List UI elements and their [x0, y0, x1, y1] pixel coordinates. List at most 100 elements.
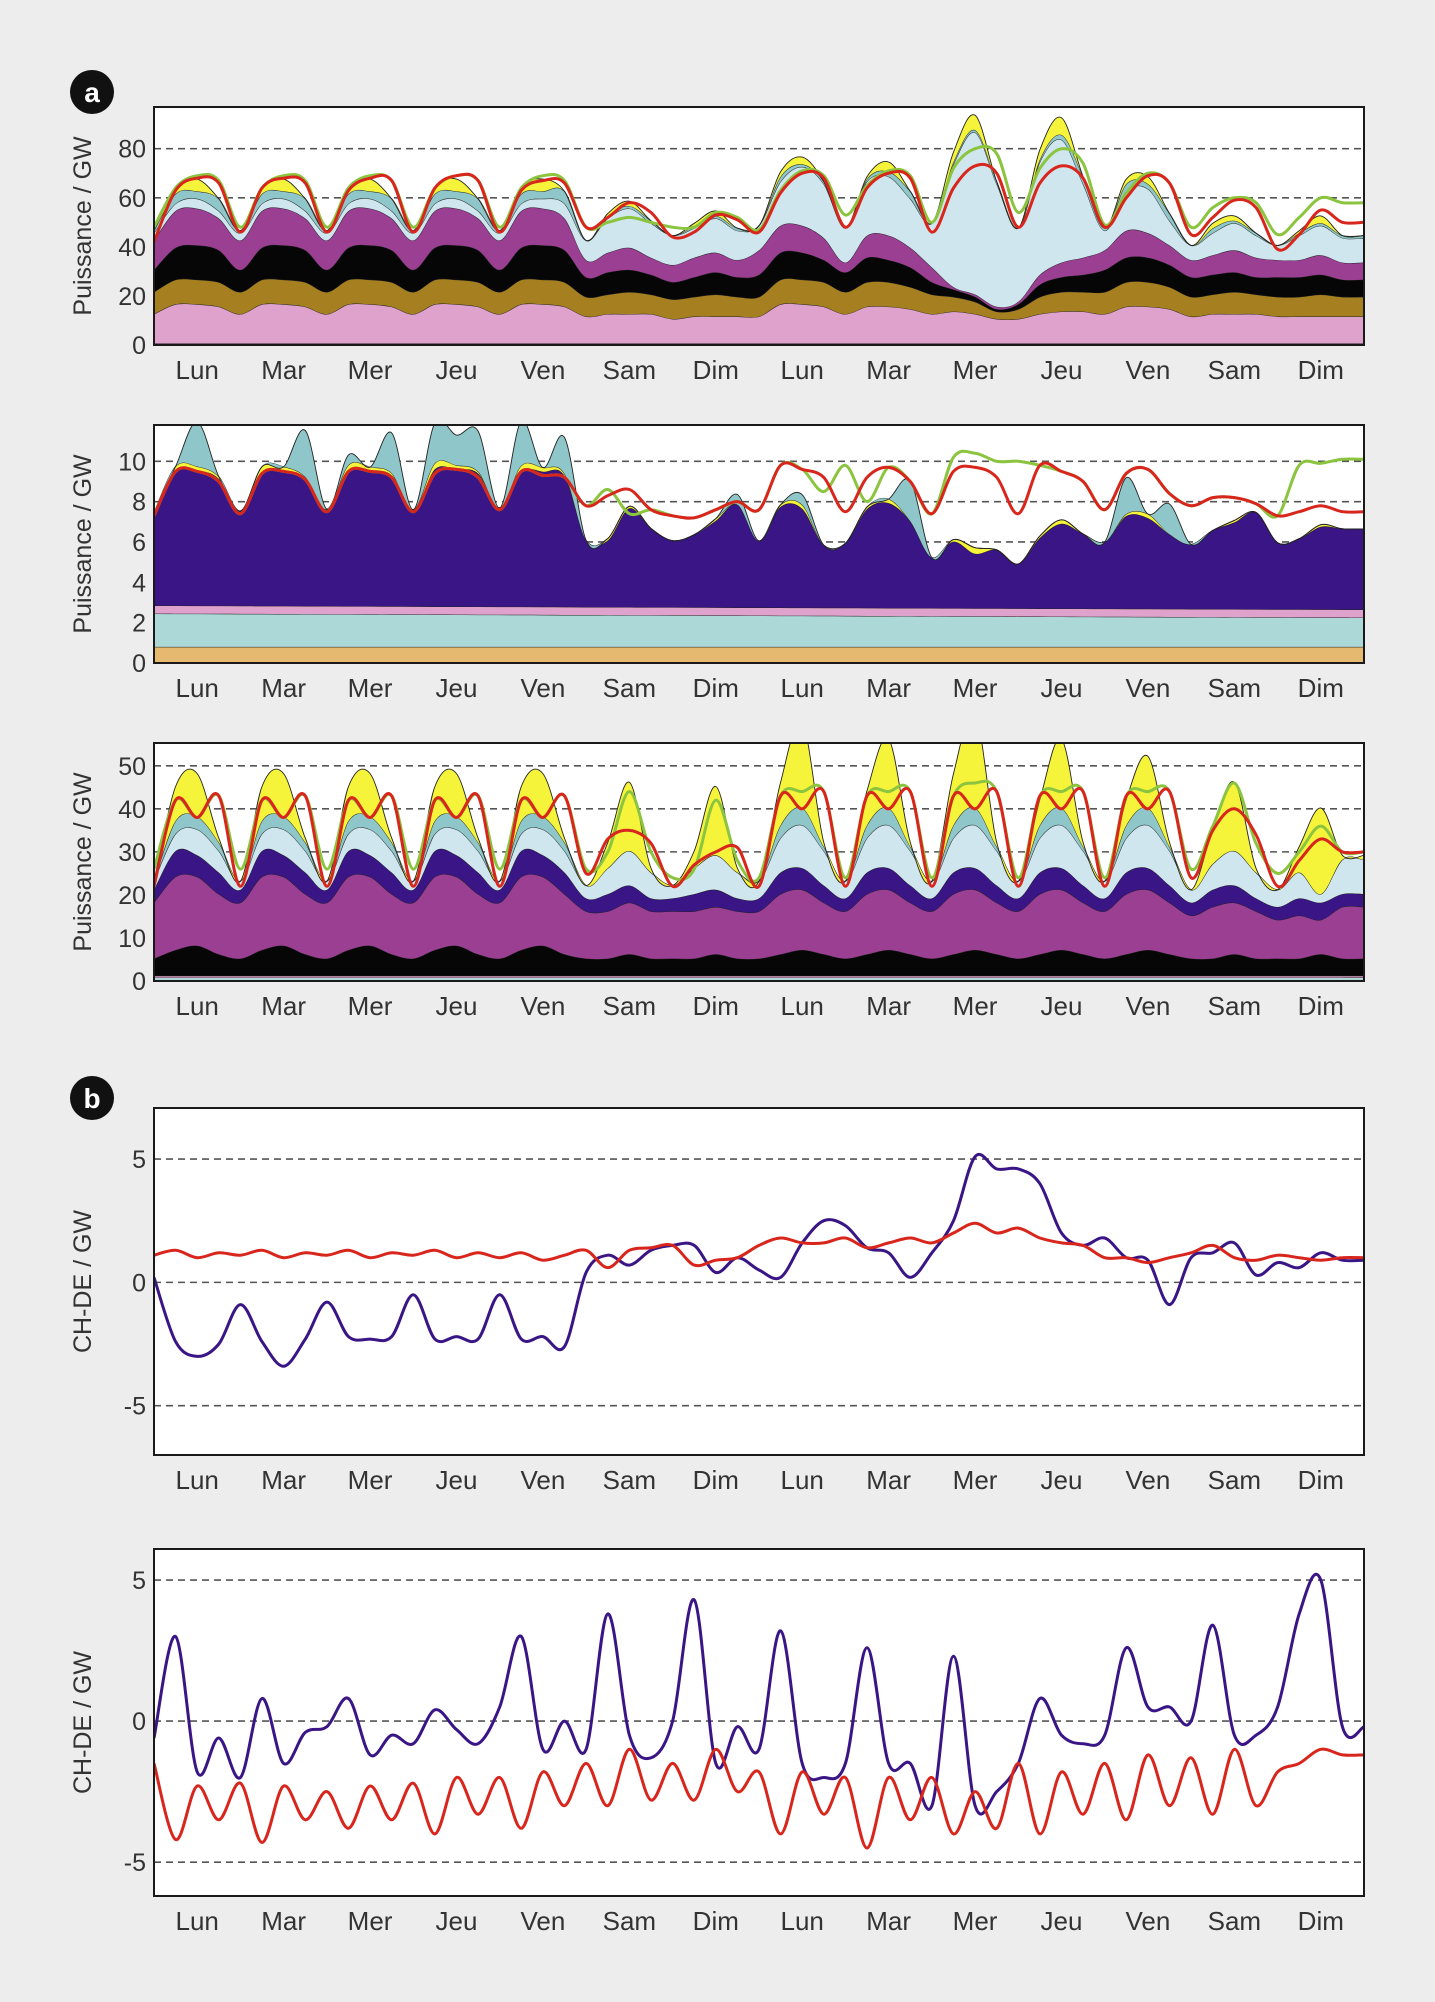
- chart-panel-3: 0 10 20 30 40 50 Puissance / GW Lun Mar Mer Jeu Ven…: [69, 742, 1365, 1021]
- plot-area: [154, 1549, 1364, 1896]
- x-tick-label: Mer: [953, 1465, 998, 1495]
- x-tick-label: Jeu: [436, 673, 478, 703]
- x-tick-label: Dim: [693, 1906, 739, 1936]
- x-tick-label: Dim: [693, 673, 739, 703]
- stack-area-6: [154, 824, 1364, 907]
- chart-panel-1: 0 20 40 60 80 Puissance / GW Lun Mar Mer Jeu Ven Sa…: [69, 106, 1365, 385]
- series-line-1: [154, 1153, 1364, 1368]
- x-tick-label: Mer: [953, 355, 998, 385]
- y-tick-label: 2: [132, 610, 146, 638]
- x-tick-label: Dim: [1298, 673, 1344, 703]
- y-axis-label: Puissance / GW: [69, 454, 97, 634]
- y-axis-label: CH-DE / GW: [69, 1210, 97, 1353]
- x-tick-label: Ven: [1126, 1906, 1171, 1936]
- stack-area-edge: [154, 806, 1364, 895]
- x-tick-label: Mer: [348, 673, 393, 703]
- x-tick-label: Sam: [1208, 355, 1261, 385]
- x-tick-label: Mar: [261, 1465, 306, 1495]
- y-tick-label: -5: [124, 1849, 146, 1877]
- y-axis-label: CH-DE / GW: [69, 1651, 97, 1794]
- x-tick-label: Ven: [521, 355, 566, 385]
- series-line-2: [154, 461, 1364, 520]
- series-line-2: [154, 1221, 1364, 1270]
- y-tick-label: 10: [118, 925, 146, 953]
- x-tick-label: Lun: [176, 673, 219, 703]
- plot-frame: [153, 424, 1365, 664]
- x-tick-label: Dim: [693, 991, 739, 1021]
- y-tick-label: 30: [118, 839, 146, 867]
- stack-area-1: [154, 646, 1364, 663]
- y-tick-label: 50: [118, 753, 146, 781]
- x-tick-label: Dim: [693, 1465, 739, 1495]
- y-tick-label: 6: [132, 529, 146, 557]
- stack-area-6: [154, 425, 1364, 565]
- x-tick-label: Jeu: [1041, 991, 1083, 1021]
- x-tick-label: Mar: [261, 1906, 306, 1936]
- plot-marks: [154, 1153, 1364, 1368]
- x-tick-label: Sam: [1208, 991, 1261, 1021]
- plot-frame: [153, 1107, 1365, 1456]
- x-tick-label: Lun: [176, 991, 219, 1021]
- badge-a-circle: [70, 70, 114, 114]
- x-tick-label: Ven: [1126, 355, 1171, 385]
- stack-area-5: [154, 848, 1364, 921]
- x-tick-label: Mar: [866, 991, 911, 1021]
- x-tick-label: Lun: [176, 1465, 219, 1495]
- x-tick-label: Lun: [176, 355, 219, 385]
- x-tick-label: Dim: [1298, 1906, 1344, 1936]
- x-tick-label: Lun: [781, 991, 824, 1021]
- plot-marks: [154, 1572, 1364, 1850]
- x-tick-label: Lun: [176, 1906, 219, 1936]
- x-tick-label: Sam: [603, 673, 656, 703]
- plot-frame: [153, 1548, 1365, 1897]
- x-tick-label: Mer: [348, 1906, 393, 1936]
- series-line-2: [154, 787, 1364, 889]
- x-tick-label: Jeu: [1041, 1906, 1083, 1936]
- y-tick-label: 4: [132, 569, 146, 597]
- x-tick-label: Jeu: [1041, 355, 1083, 385]
- y-tick-label: 40: [118, 234, 146, 262]
- y-tick-label: 60: [118, 185, 146, 213]
- badge-a-label: a: [84, 77, 100, 108]
- x-tick-label: Mar: [866, 1906, 911, 1936]
- y-tick-label: -5: [124, 1393, 146, 1421]
- x-tick-label: Sam: [603, 1465, 656, 1495]
- x-tick-label: Ven: [521, 1906, 566, 1936]
- stack-area-2: [154, 303, 1364, 344]
- y-tick-label: 0: [132, 1708, 146, 1736]
- x-tick-label: Sam: [1208, 1906, 1261, 1936]
- y-tick-label: 0: [132, 1269, 146, 1297]
- plot-frame: [153, 742, 1365, 982]
- y-tick-label: 0: [132, 968, 146, 996]
- plot-frame: [153, 106, 1365, 346]
- x-tick-label: Mar: [261, 991, 306, 1021]
- stack-area-7: [154, 807, 1364, 895]
- x-tick-label: Lun: [781, 673, 824, 703]
- x-tick-label: Jeu: [436, 991, 478, 1021]
- badge-a: a: [70, 70, 114, 114]
- x-tick-label: Dim: [693, 355, 739, 385]
- plot-area: [154, 1108, 1364, 1455]
- x-tick-label: Dim: [1298, 355, 1344, 385]
- y-tick-label: 0: [132, 650, 146, 678]
- stack-area-8: [154, 743, 1364, 895]
- x-tick-label: Sam: [603, 355, 656, 385]
- y-tick-label: 10: [118, 448, 146, 476]
- x-tick-label: Mer: [953, 991, 998, 1021]
- x-tick-label: Ven: [1126, 673, 1171, 703]
- x-tick-label: Sam: [1208, 673, 1261, 703]
- badge-b-label: b: [83, 1083, 100, 1114]
- y-tick-label: 20: [118, 882, 146, 910]
- stack-area-5: [154, 207, 1364, 310]
- badge-b-circle: [70, 1076, 114, 1120]
- x-tick-label: Sam: [603, 1906, 656, 1936]
- x-tick-label: Dim: [1298, 991, 1344, 1021]
- chart-panel-5: -5 0 5 CH-DE / GW Lun Mar Mer Jeu Ven Sam Dim Lun Ma…: [69, 1548, 1365, 1936]
- plot-marks: [154, 743, 1364, 981]
- x-tick-label: Jeu: [436, 355, 478, 385]
- x-tick-label: Jeu: [436, 1465, 478, 1495]
- badge-b: b: [70, 1076, 114, 1120]
- x-tick-label: Ven: [1126, 991, 1171, 1021]
